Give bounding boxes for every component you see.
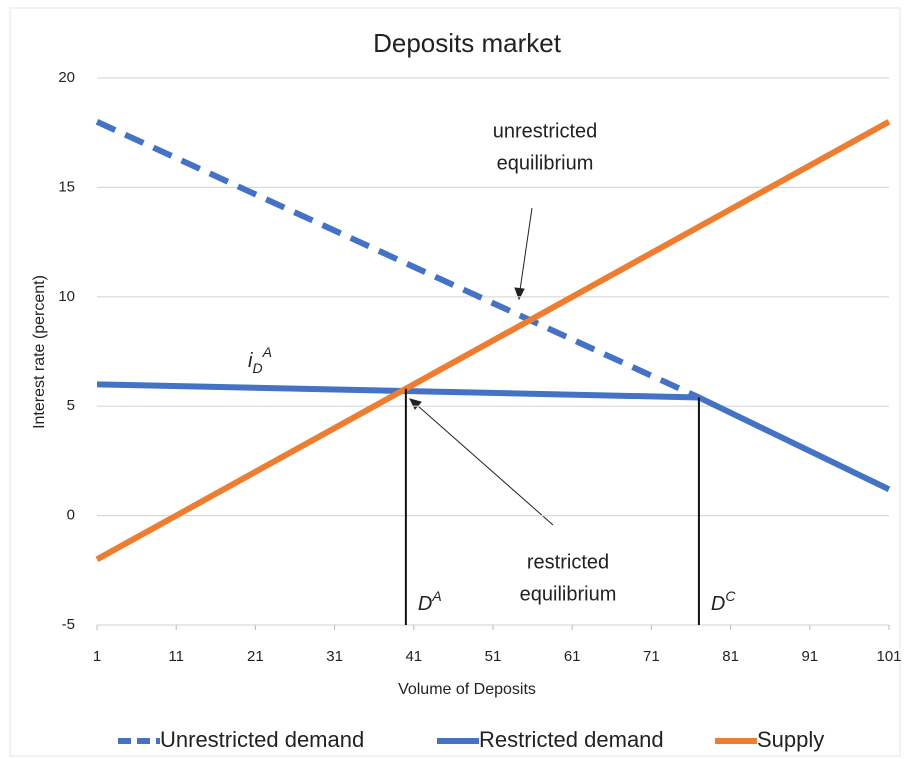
frame (9, 7, 901, 757)
annotation: restricted (527, 551, 609, 573)
rate-label: iDA (248, 344, 272, 376)
annotation: equilibrium (520, 583, 617, 605)
x-tick-label: 61 (564, 648, 581, 665)
x-tick-label: 101 (876, 648, 901, 665)
annotation: equilibrium (497, 152, 594, 174)
x-tick-label: 51 (485, 648, 502, 665)
x-tick-label: 11 (168, 648, 184, 665)
y-tick-label: -5 (62, 616, 75, 633)
legend-label: Supply (757, 727, 824, 752)
y-axis-label: Interest rate (percent) (31, 275, 48, 429)
x-tick-label: 31 (326, 648, 343, 665)
label-base: D (711, 593, 725, 615)
y-tick-label: 15 (58, 178, 75, 195)
y-tick-label: 5 (67, 397, 75, 414)
label-base: i (248, 350, 253, 372)
x-tick-label: 1 (93, 648, 101, 665)
y-tick-label: 10 (58, 288, 75, 305)
arrow-line (519, 207, 533, 291)
drop-label: DC (711, 588, 736, 616)
label-base: D (418, 593, 432, 615)
arrow-head (514, 287, 525, 301)
arrow-line (417, 405, 554, 526)
chart-title: Deposits market (373, 28, 562, 58)
label-sup: A (262, 344, 272, 360)
series-line (95, 119, 891, 562)
x-axis-label: Volume of Deposits (398, 681, 536, 698)
legend-label: Restricted demand (479, 727, 664, 752)
arrow-head (409, 398, 422, 410)
y-tick-label: 20 (58, 69, 75, 86)
y-tick-label: 0 (67, 507, 75, 524)
x-tick-label: 21 (247, 648, 264, 665)
annotation: unrestricted (493, 120, 598, 142)
x-tick-label: 91 (801, 648, 818, 665)
drop-label: DA (418, 588, 442, 616)
label-sub: D (252, 360, 262, 376)
label-sup: C (725, 588, 736, 604)
arrows (409, 207, 554, 526)
x-tick-label: 71 (643, 648, 660, 665)
series-line (96, 381, 891, 493)
legend-label: Unrestricted demand (160, 727, 364, 752)
x-tick-label: 41 (405, 648, 422, 665)
series-line (95, 119, 701, 401)
label-sup: A (431, 588, 441, 604)
x-tick-label: 81 (722, 648, 739, 665)
